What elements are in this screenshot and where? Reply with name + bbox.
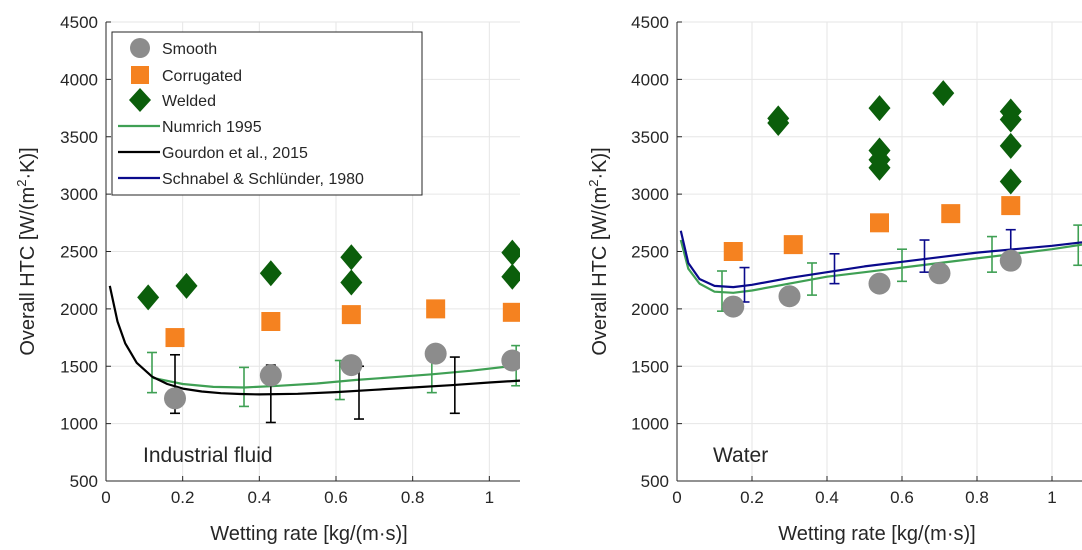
y-tick-label: 2500	[60, 243, 98, 262]
y-tick-label: 1500	[631, 357, 669, 376]
point-welded	[999, 168, 1022, 195]
y-tick-label: 2500	[631, 243, 669, 262]
point-welded	[501, 263, 520, 290]
legend-item-welded: Welded	[129, 88, 216, 112]
y-tick-label: 3500	[631, 128, 669, 147]
legend-item-smooth: Smooth	[130, 38, 217, 58]
point-smooth	[340, 354, 363, 377]
panel-annotation: Water	[713, 444, 768, 467]
y-tick-label: 500	[641, 472, 669, 491]
legend-box	[111, 31, 423, 196]
y-tick-label: 4000	[631, 70, 669, 89]
point-welded	[999, 132, 1022, 159]
x-tick-label: 0.4	[248, 488, 272, 507]
point-corrugated	[783, 235, 803, 255]
x-tick-label: 0.6	[324, 488, 348, 507]
legend-label-smooth: Smooth	[162, 41, 217, 58]
x-tick-label: 0	[672, 488, 681, 507]
legend-item-schnabel: Schnabel & Schlünder, 1980	[118, 171, 364, 188]
legend-label-numrich: Numrich 1995	[162, 119, 262, 136]
legend-label-welded: Welded	[162, 93, 216, 110]
point-corrugated	[1001, 196, 1021, 216]
x-tick-label: 0.8	[401, 488, 425, 507]
point-smooth	[778, 285, 801, 308]
point-corrugated	[723, 242, 743, 261]
point-smooth	[259, 364, 282, 387]
point-smooth	[999, 249, 1022, 272]
x-tick-label: 0.2	[740, 488, 764, 507]
x-axis-label: Wetting rate [kg/(m·s)]	[210, 523, 407, 545]
y-tick-label: 2000	[60, 300, 98, 319]
y-tick-label: 4500	[60, 13, 98, 32]
x-tick-label: 0	[101, 488, 110, 507]
point-corrugated	[941, 204, 961, 224]
series-line-numrich-1995	[151, 364, 520, 389]
point-welded	[868, 154, 891, 181]
chart-panel-water: 0 0.2 0.4 0.6 0.8 150010001500200025003000350…	[586, 13, 1082, 545]
y-axis-label: Overall HTC [W/(m2·K)]	[14, 147, 39, 355]
point-smooth	[928, 262, 951, 285]
y-tick-label: 2000	[631, 300, 669, 319]
y-tick-label: 1500	[60, 357, 98, 376]
point-welded	[259, 260, 282, 287]
legend: Smooth Corrugated Welded Numrich 1995 Go…	[111, 31, 423, 196]
legend-label-schnabel: Schnabel & Schlünder, 1980	[162, 171, 364, 188]
legend-marker-corrugated	[131, 66, 149, 84]
legend-marker-smooth	[130, 38, 150, 58]
point-welded	[340, 244, 363, 271]
point-corrugated	[165, 328, 185, 348]
plot-area	[679, 80, 1082, 318]
x-tick-label: 1	[1047, 488, 1056, 507]
x-tick-label: 0.4	[815, 488, 839, 507]
y-tick-label: 3500	[60, 128, 98, 147]
y-tick-label: 3000	[60, 185, 98, 204]
panel-annotation: Industrial fluid	[143, 444, 273, 467]
y-tick-label: 1000	[60, 415, 98, 434]
point-smooth	[868, 272, 891, 295]
point-welded	[932, 80, 955, 107]
x-axis-label: Wetting rate [kg/(m·s)]	[778, 523, 975, 545]
point-welded	[999, 106, 1022, 133]
point-welded	[767, 105, 790, 132]
point-welded	[137, 284, 160, 311]
point-corrugated	[341, 305, 361, 325]
point-corrugated	[870, 213, 889, 233]
y-tick-label: 3000	[631, 185, 669, 204]
point-welded	[175, 272, 198, 299]
y-tick-label: 4000	[60, 70, 98, 89]
series-line-schnabel-schl-nder-1980	[679, 230, 1082, 289]
point-smooth	[501, 349, 520, 372]
point-smooth	[164, 387, 186, 410]
point-corrugated	[426, 299, 446, 319]
legend-item-numrich: Numrich 1995	[118, 119, 262, 136]
x-tick-label: 0.6	[890, 488, 914, 507]
point-corrugated	[502, 302, 520, 322]
y-tick-label: 4500	[631, 13, 669, 32]
plot-area	[108, 239, 520, 424]
legend-label-corrugated: Corrugated	[162, 68, 242, 85]
point-smooth	[424, 342, 447, 365]
legend-label-gourdon: Gourdon et al., 2015	[162, 145, 308, 162]
point-welded	[501, 239, 520, 266]
x-tick-label: 0.8	[965, 488, 989, 507]
point-corrugated	[261, 311, 281, 331]
y-tick-label: 500	[70, 472, 98, 491]
x-tick-label: 1	[485, 488, 494, 507]
legend-item-corrugated: Corrugated	[131, 66, 242, 85]
point-welded	[868, 95, 891, 122]
point-welded	[340, 269, 363, 296]
series-line-gourdon-et-al-2015	[108, 285, 520, 396]
legend-item-gourdon: Gourdon et al., 2015	[118, 145, 308, 162]
x-tick-label: 0.2	[171, 488, 195, 507]
y-tick-label: 1000	[631, 415, 669, 434]
point-smooth	[722, 295, 745, 318]
legend-marker-welded	[129, 88, 151, 112]
y-axis-label: Overall HTC [W/(m2·K)]	[586, 147, 611, 355]
